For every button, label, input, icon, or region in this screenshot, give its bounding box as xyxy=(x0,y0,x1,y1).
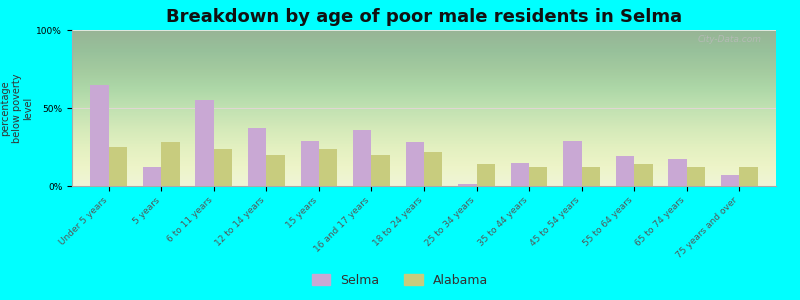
Bar xyxy=(162,142,180,186)
Bar xyxy=(90,85,109,186)
Bar xyxy=(109,147,127,186)
Bar xyxy=(353,130,371,186)
Bar xyxy=(214,148,232,186)
Legend: Selma, Alabama: Selma, Alabama xyxy=(308,270,492,291)
Bar xyxy=(424,152,442,186)
Bar xyxy=(634,164,653,186)
Text: City-Data.com: City-Data.com xyxy=(698,35,762,44)
Bar xyxy=(686,167,705,186)
Bar xyxy=(563,141,582,186)
Bar xyxy=(195,100,214,186)
Title: Breakdown by age of poor male residents in Selma: Breakdown by age of poor male residents … xyxy=(166,8,682,26)
Bar xyxy=(371,155,390,186)
Bar xyxy=(529,167,547,186)
Bar xyxy=(143,167,162,186)
Bar xyxy=(266,155,285,186)
Bar xyxy=(616,156,634,186)
Bar xyxy=(721,175,739,186)
Bar xyxy=(319,148,338,186)
Bar xyxy=(458,184,477,186)
Y-axis label: percentage
below poverty
level: percentage below poverty level xyxy=(1,73,34,143)
Bar xyxy=(668,160,686,186)
Bar xyxy=(477,164,495,186)
Bar xyxy=(582,167,600,186)
Bar xyxy=(406,142,424,186)
Bar xyxy=(248,128,266,186)
Bar xyxy=(301,141,319,186)
Bar xyxy=(510,163,529,186)
Bar xyxy=(739,167,758,186)
